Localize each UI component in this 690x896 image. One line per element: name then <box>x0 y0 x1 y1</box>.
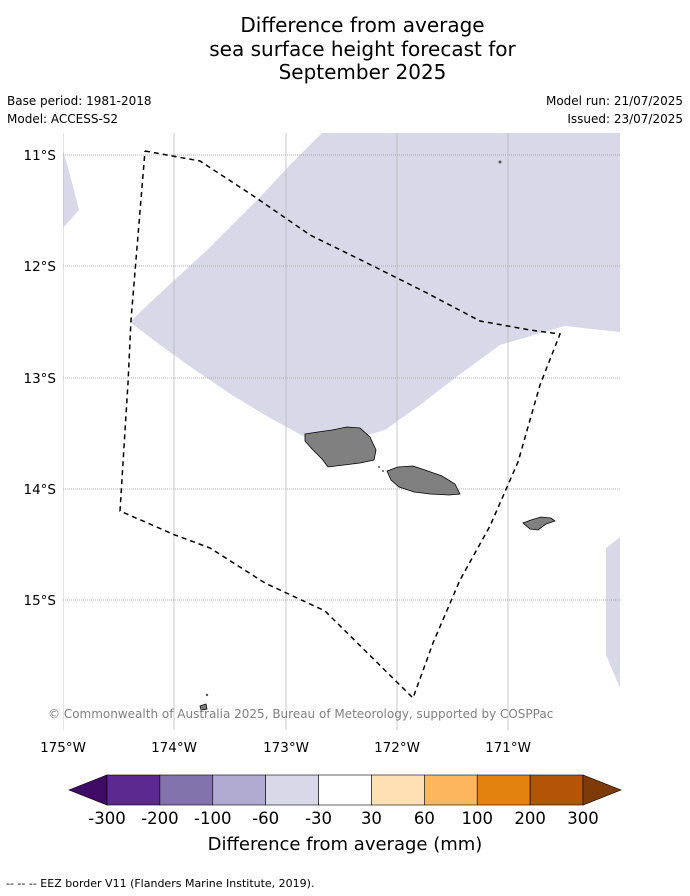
gridlines <box>63 133 620 730</box>
colorbar-cell <box>265 774 319 806</box>
colorbar-label: 60 <box>414 809 435 828</box>
title-line-3: September 2025 <box>278 60 447 84</box>
title-line-1: Difference from average <box>240 13 485 37</box>
lon-tick-label: 175°W <box>40 740 86 756</box>
colorbar-label: 300 <box>567 809 599 828</box>
lon-tick-label: 173°W <box>263 740 309 756</box>
colorbar-label: -100 <box>194 809 231 828</box>
colorbar: -300 -200 -100 -60 -30 30 60 100 200 300 Differen… <box>68 774 622 855</box>
map-title: Difference from average sea surface heig… <box>0 13 690 85</box>
colorbar-extend-low <box>68 774 108 806</box>
base-period: Base period: 1981-2018 <box>7 94 152 108</box>
savaii-island <box>304 426 377 468</box>
colorbar-label: -300 <box>88 809 125 828</box>
colorbar-cell <box>212 774 266 806</box>
lon-tick-label: 174°W <box>151 740 197 756</box>
tutuila-island <box>522 516 556 531</box>
lat-tick-label: 11°S <box>24 148 57 164</box>
eez-legend: -- -- -- EEZ border V11 (Flanders Marine… <box>6 877 315 890</box>
small-islet-strait <box>382 470 384 472</box>
colorbar-label: -30 <box>305 809 332 828</box>
model-run: Model run: 21/07/2025 <box>545 94 683 108</box>
colorbar-label: 100 <box>461 809 493 828</box>
eez-border <box>119 150 562 700</box>
lat-tick-label: 14°S <box>24 482 57 498</box>
colorbar-cell <box>318 774 372 806</box>
lat-tick-labels: 11°S 12°S 13°S 14°S 15°S <box>24 148 57 609</box>
lon-tick-label: 172°W <box>374 740 420 756</box>
small-islet-north <box>498 160 502 164</box>
colorbar-title: Difference from average (mm) <box>208 834 483 855</box>
colorbar-label: 200 <box>514 809 546 828</box>
copyright-notice: © Commonwealth of Australia 2025, Bureau… <box>48 707 553 721</box>
model-name: Model: ACCESS-S2 <box>7 112 119 126</box>
colorbar-cell <box>424 774 478 806</box>
lat-tick-label: 13°S <box>24 371 57 387</box>
small-islet-strait <box>378 466 380 468</box>
colorbar-label: -200 <box>141 809 178 828</box>
map-plot-area <box>63 133 620 730</box>
anomaly-band-main <box>130 133 620 440</box>
upolu-island <box>386 465 461 496</box>
map-figure: 11°S 12°S 13°S 14°S 15°S 175°W 174°W 173… <box>24 133 622 855</box>
lon-tick-label: 171°W <box>485 740 531 756</box>
lat-tick-label: 12°S <box>24 259 57 275</box>
colorbar-cell <box>106 774 161 806</box>
colorbar-cell <box>371 774 425 806</box>
small-islet-south <box>205 693 209 697</box>
issued-date: Issued: 23/07/2025 <box>567 112 683 126</box>
anomaly-band-left <box>63 150 79 228</box>
anomaly-band-right <box>606 537 620 688</box>
small-island-south <box>199 703 208 711</box>
lat-tick-label: 15°S <box>24 593 57 609</box>
colorbar-cell <box>529 774 584 806</box>
colorbar-label: -60 <box>252 809 279 828</box>
colorbar-extend-high <box>582 774 622 806</box>
colorbar-cell <box>159 774 214 806</box>
colorbar-label: 30 <box>361 809 382 828</box>
colorbar-cell <box>476 774 531 806</box>
title-line-2: sea surface height forecast for <box>209 36 516 61</box>
lon-tick-labels: 175°W 174°W 173°W 172°W 171°W <box>40 740 531 756</box>
